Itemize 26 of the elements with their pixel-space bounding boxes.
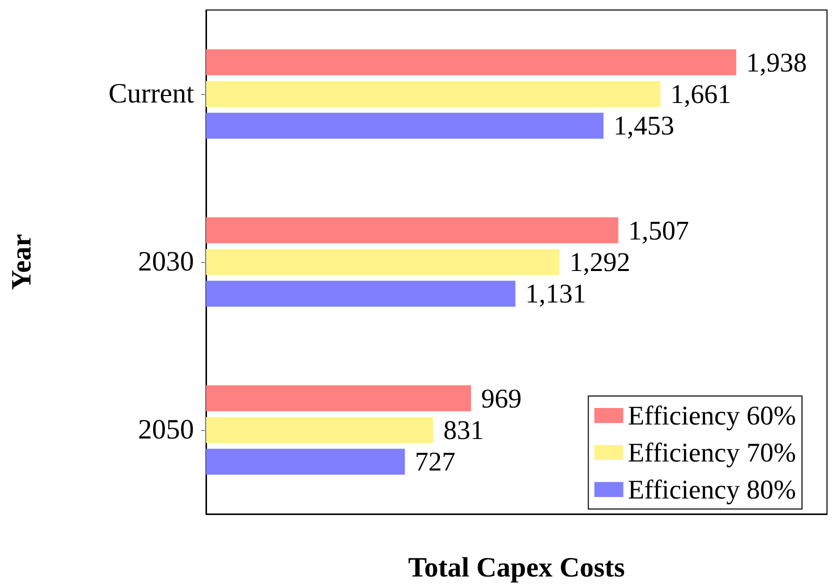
bar [206,112,604,139]
data-label: 1,292 [569,247,630,277]
legend-label: Efficiency 70% [628,438,796,468]
data-label: 969 [481,383,522,414]
x-axis-title: Total Capex Costs [408,552,625,584]
data-label: 1,507 [628,215,690,246]
data-label: 1,938 [746,47,807,78]
data-label: 727 [414,446,456,477]
y-axis-title: Year [6,234,38,290]
data-label: 831 [443,415,484,445]
data-label: 1,453 [613,110,674,141]
bar [206,217,618,244]
y-tick-label: 2050 [138,414,194,446]
bar [206,448,405,475]
legend-label: Efficiency 80% [628,474,796,504]
bar [206,385,472,412]
bar [206,81,660,107]
bar [206,249,560,275]
y-tick-label: Current [108,78,194,110]
legend-label: Efficiency 60% [628,400,796,430]
bar [206,49,736,76]
data-label: 1,131 [525,278,586,309]
data-label: 1,661 [670,79,732,109]
y-tick-label: 2030 [138,246,194,278]
bar [206,280,516,307]
bar [206,417,434,443]
